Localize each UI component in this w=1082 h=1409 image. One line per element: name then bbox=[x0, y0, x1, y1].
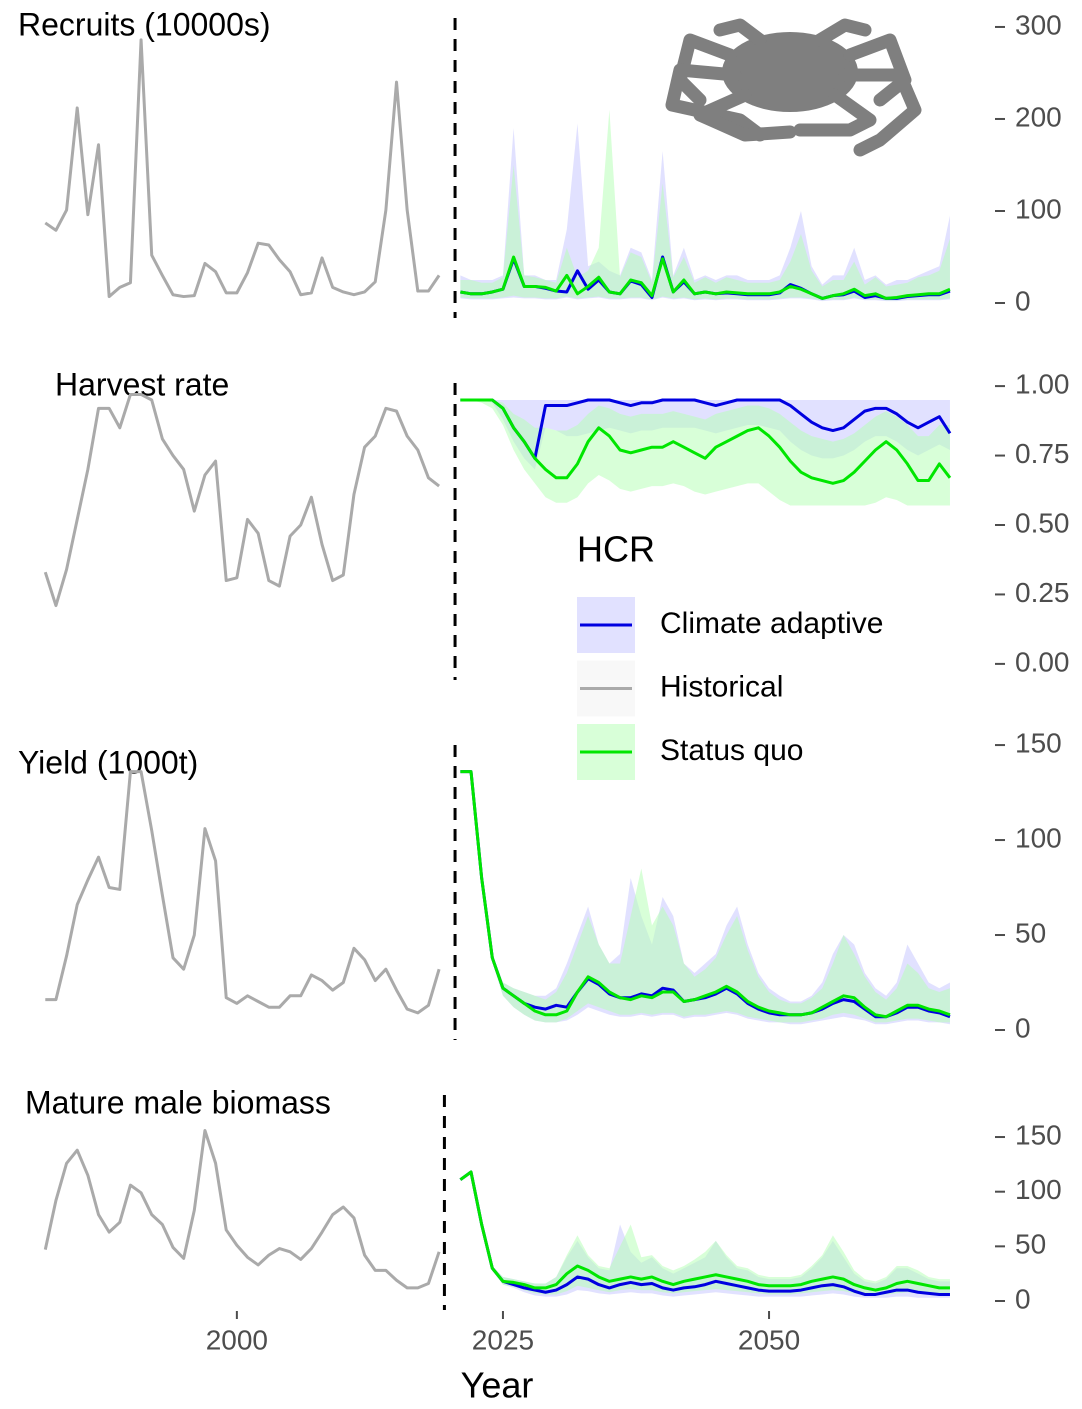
series-line bbox=[460, 770, 951, 1019]
y-tick-label: 50 bbox=[1015, 1229, 1046, 1260]
series-line bbox=[460, 398, 952, 460]
series-line bbox=[45, 770, 441, 1015]
legend-label: Climate adaptive bbox=[660, 607, 883, 640]
y-tick-label: 200 bbox=[1015, 101, 1062, 132]
y-tick-label: 100 bbox=[1015, 1174, 1062, 1205]
series-line bbox=[460, 398, 952, 485]
panel-title: Recruits (10000s) bbox=[18, 6, 271, 42]
ribbon bbox=[460, 400, 950, 506]
legend-label: Historical bbox=[660, 670, 783, 703]
ribbon bbox=[460, 771, 950, 1023]
y-tick-label: 50 bbox=[1015, 917, 1046, 948]
y-tick-label: 150 bbox=[1015, 1119, 1062, 1150]
legend-label: Status quo bbox=[660, 734, 803, 767]
y-tick-label: 0.25 bbox=[1015, 577, 1070, 608]
y-tick-label: 0 bbox=[1015, 1283, 1031, 1314]
legend-title: HCR bbox=[577, 529, 655, 570]
series-line bbox=[459, 1170, 950, 1292]
x-axis-title: Year bbox=[461, 1365, 534, 1406]
y-tick-label: 100 bbox=[1015, 193, 1062, 224]
y-tick-label: 100 bbox=[1015, 822, 1062, 853]
x-tick-label: 2000 bbox=[206, 1324, 268, 1355]
x-tick-label: 2025 bbox=[472, 1324, 534, 1355]
panel-title: Mature male biomass bbox=[25, 1084, 331, 1120]
series-line bbox=[43, 392, 441, 608]
panel-title: Yield (1000t) bbox=[18, 744, 198, 780]
y-tick-label: 0.50 bbox=[1015, 507, 1070, 538]
panel-title: Harvest rate bbox=[55, 366, 229, 402]
series-line bbox=[460, 770, 951, 1019]
series-line bbox=[459, 1170, 950, 1296]
y-tick-label: 0.75 bbox=[1015, 438, 1070, 469]
ribbon bbox=[460, 123, 950, 302]
y-tick-label: 0 bbox=[1015, 1012, 1031, 1043]
series-line bbox=[43, 1128, 441, 1290]
ribbon bbox=[460, 1172, 950, 1296]
series-line bbox=[44, 38, 441, 299]
ribbon bbox=[460, 109, 950, 301]
crab-icon bbox=[665, 18, 922, 157]
y-tick-label: 1.00 bbox=[1015, 369, 1070, 400]
y-tick-label: 0.00 bbox=[1015, 646, 1070, 677]
x-tick-label: 2050 bbox=[738, 1324, 800, 1355]
y-tick-label: 150 bbox=[1015, 727, 1062, 758]
y-tick-label: 300 bbox=[1015, 9, 1062, 40]
y-tick-label: 0 bbox=[1015, 285, 1031, 316]
series-line bbox=[460, 255, 951, 300]
